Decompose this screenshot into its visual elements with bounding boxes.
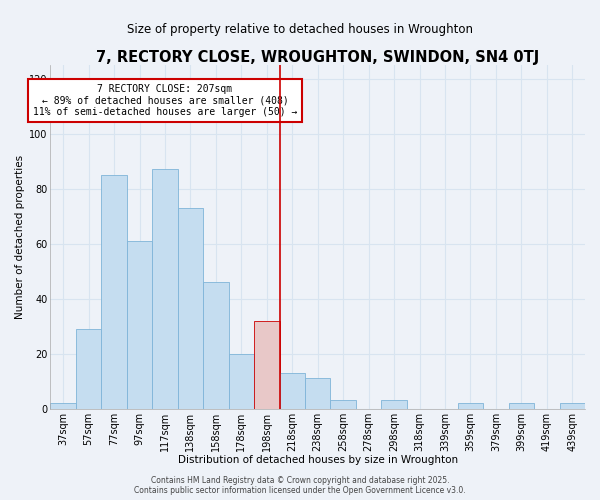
Bar [50, 403, 76, 408]
Bar [305, 378, 331, 408]
Bar [331, 400, 356, 408]
Title: 7, RECTORY CLOSE, WROUGHTON, SWINDON, SN4 0TJ: 7, RECTORY CLOSE, WROUGHTON, SWINDON, SN… [96, 50, 539, 65]
Text: Contains HM Land Registry data © Crown copyright and database right 2025.
Contai: Contains HM Land Registry data © Crown c… [134, 476, 466, 495]
Bar [560, 403, 585, 408]
Bar [203, 282, 229, 408]
Bar [280, 373, 305, 408]
Bar [458, 403, 483, 408]
X-axis label: Distribution of detached houses by size in Wroughton: Distribution of detached houses by size … [178, 455, 458, 465]
Bar [127, 241, 152, 408]
Bar [509, 403, 534, 408]
Bar [382, 400, 407, 408]
Bar [152, 170, 178, 408]
Text: 7 RECTORY CLOSE: 207sqm
← 89% of detached houses are smaller (408)
11% of semi-d: 7 RECTORY CLOSE: 207sqm ← 89% of detache… [33, 84, 297, 117]
Y-axis label: Number of detached properties: Number of detached properties [15, 155, 25, 319]
Bar [254, 320, 280, 408]
Bar [229, 354, 254, 408]
Text: Size of property relative to detached houses in Wroughton: Size of property relative to detached ho… [127, 22, 473, 36]
Bar [101, 175, 127, 408]
Bar [76, 329, 101, 408]
Bar [178, 208, 203, 408]
